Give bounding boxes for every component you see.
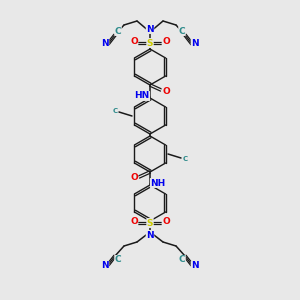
Text: O: O (162, 86, 170, 95)
Text: C: C (179, 26, 185, 35)
Text: O: O (130, 173, 138, 182)
Text: N: N (191, 262, 199, 271)
Text: C: C (182, 156, 188, 162)
Text: HN: HN (134, 92, 150, 100)
Text: N: N (101, 38, 109, 47)
Text: O: O (162, 218, 170, 226)
Text: C: C (115, 256, 121, 265)
Text: O: O (130, 218, 138, 226)
Text: C: C (179, 256, 185, 265)
Text: N: N (146, 230, 154, 239)
Text: C: C (115, 26, 121, 35)
Text: O: O (130, 38, 138, 46)
Text: C: C (112, 108, 118, 114)
Text: NH: NH (150, 178, 166, 188)
Text: N: N (101, 262, 109, 271)
Text: N: N (191, 38, 199, 47)
Text: N: N (146, 25, 154, 34)
Text: S: S (147, 38, 153, 47)
Text: S: S (147, 218, 153, 227)
Text: O: O (162, 38, 170, 46)
